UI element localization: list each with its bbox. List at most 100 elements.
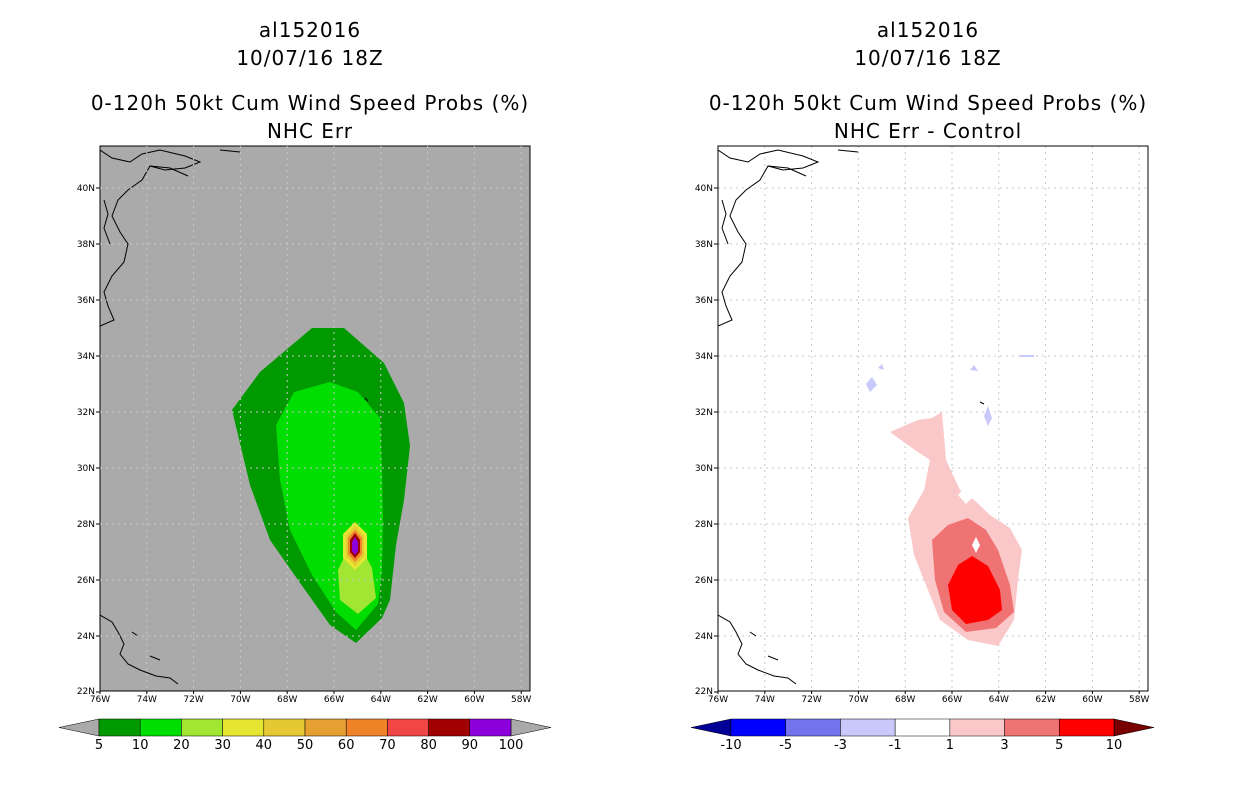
lat-label: 22N: [77, 687, 95, 697]
right-map-frame: [717, 145, 1149, 692]
left-storm-id: al152016: [258, 18, 362, 42]
colorbar-label: 10: [1106, 738, 1123, 753]
colorbar-label: 80: [420, 738, 437, 753]
lon-label: 68W: [277, 695, 297, 705]
left-contour-100: [352, 537, 358, 555]
left-subtitle: NHC Err: [266, 119, 354, 143]
colorbar-swatch: [304, 718, 347, 737]
lon-label: 70W: [230, 695, 250, 705]
colorbar-label: 1: [946, 738, 954, 753]
right-datetime: 10/07/16 18Z: [854, 46, 1002, 70]
right-title: 0-120h 50kt Cum Wind Speed Probs (%): [708, 91, 1148, 115]
colorbar-label: 10: [132, 738, 149, 753]
lon-label: 74W: [137, 695, 157, 705]
lat-label: 38N: [695, 240, 713, 250]
right-hole-1: [958, 486, 974, 504]
colorbar-label: 5: [95, 738, 103, 753]
colorbar-over-triangle: [510, 718, 552, 737]
lat-label: 38N: [77, 240, 95, 250]
lon-label: 68W: [895, 695, 915, 705]
left-datetime: 10/07/16 18Z: [236, 46, 384, 70]
right-colorbar: -10 -5 -3 -1 1 3 5 10: [690, 718, 1155, 753]
colorbar-label: 20: [173, 738, 190, 753]
lat-label: 26N: [695, 576, 713, 586]
lon-label: 72W: [183, 695, 203, 705]
left-island-marker: [364, 397, 369, 402]
lon-label: 64W: [371, 695, 391, 705]
colorbar-swatch: [181, 718, 223, 737]
right-storm-id: al152016: [876, 18, 980, 42]
colorbar-label: 3: [1000, 738, 1008, 753]
lat-label: 28N: [695, 520, 713, 530]
right-hole-2: [972, 537, 980, 553]
colorbar-label: -10: [720, 738, 741, 753]
right-contour-neg-1a: [866, 377, 877, 392]
right-subtitle: NHC Err - Control: [833, 119, 1023, 143]
left-probability-contours: [100, 149, 410, 685]
colorbar-swatch: [345, 718, 388, 737]
colorbar-label: 70: [379, 738, 396, 753]
right-contour-neg-1e: [1020, 355, 1034, 357]
colorbar-label: 60: [338, 738, 355, 753]
lon-label: 72W: [801, 695, 821, 705]
colorbar-under-triangle: [690, 718, 732, 737]
lat-label: 30N: [77, 464, 95, 474]
colorbar-label: -5: [779, 738, 792, 753]
lat-label: 36N: [695, 296, 713, 306]
lat-label: 32N: [695, 408, 713, 418]
right-contour-neg-1b: [878, 364, 884, 370]
lon-label: 74W: [755, 695, 775, 705]
colorbar-swatch: [222, 718, 265, 737]
lon-label: 60W: [464, 695, 484, 705]
colorbar-swatch: [387, 718, 429, 737]
colorbar-label: 50: [297, 738, 314, 753]
lon-label: 62W: [1035, 695, 1055, 705]
lon-label: 66W: [324, 695, 344, 705]
lat-label: 40N: [695, 184, 713, 194]
right-contour-neg-1c: [970, 365, 978, 371]
left-coastline: [100, 149, 241, 685]
left-gridlines: [100, 146, 530, 691]
right-difference-contours: [718, 149, 1034, 685]
colorbar-swatch: [949, 718, 1005, 737]
lat-label: 24N: [77, 632, 95, 642]
lat-label: 30N: [695, 464, 713, 474]
lon-label: 70W: [848, 695, 868, 705]
lon-label: 62W: [417, 695, 437, 705]
lat-label: 36N: [77, 296, 95, 306]
right-contour-pos-5: [948, 556, 1002, 624]
colorbar-under-triangle: [58, 718, 100, 737]
colorbar-swatch: [1059, 718, 1115, 737]
right-contour-neg-1d: [984, 406, 992, 426]
colorbar-swatch: [98, 718, 141, 737]
colorbar-swatch: [469, 718, 512, 737]
colorbar-swatch: [139, 718, 182, 737]
lon-label: 66W: [942, 695, 962, 705]
left-title: 0-120h 50kt Cum Wind Speed Probs (%): [90, 91, 530, 115]
colorbar-label: 90: [462, 738, 479, 753]
colorbar-swatch: [428, 718, 471, 737]
colorbar-swatch: [785, 718, 841, 737]
colorbar-over-triangle: [1113, 718, 1155, 737]
colorbar-swatch: [730, 718, 786, 737]
colorbar-label: -3: [834, 738, 847, 753]
lon-label: 76W: [90, 695, 110, 705]
lat-label: 26N: [77, 576, 95, 586]
lat-label: 28N: [77, 520, 95, 530]
lon-label: 58W: [511, 695, 531, 705]
colorbar-label: 100: [499, 738, 524, 753]
colorbar-swatch: [263, 718, 306, 737]
colorbar-label: 40: [256, 738, 273, 753]
colorbar-label: 5: [1055, 738, 1063, 753]
lat-label: 22N: [695, 687, 713, 697]
lon-label: 64W: [989, 695, 1009, 705]
colorbar-swatch: [1004, 718, 1060, 737]
lat-label: 40N: [77, 184, 95, 194]
lon-label: 58W: [1129, 695, 1149, 705]
lat-label: 34N: [77, 352, 95, 362]
lat-label: 24N: [695, 632, 713, 642]
left-colorbar: 5 10 20 30 40 50 60 70 80 90 100: [58, 718, 552, 753]
